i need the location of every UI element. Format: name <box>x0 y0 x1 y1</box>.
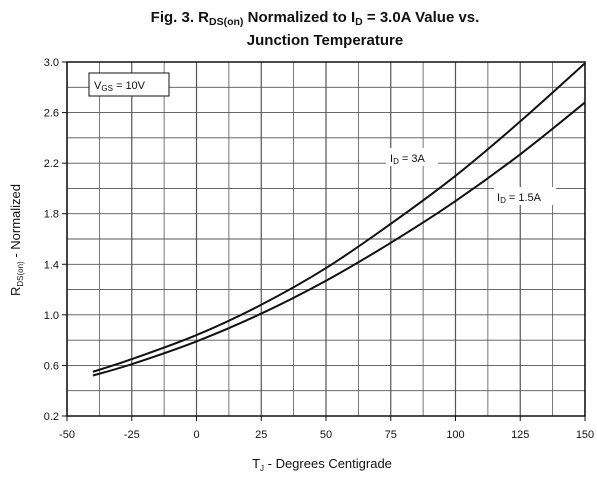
x-tick-label: -25 <box>124 429 140 441</box>
vgs-annotation-box <box>88 72 170 97</box>
series-label-3a-text: ID = 3A <box>390 153 425 166</box>
x-tick-label: 75 <box>385 429 397 441</box>
x-tick-label: 150 <box>576 429 594 441</box>
y-tick-label: 0.2 <box>44 411 59 423</box>
y-tick-label: 0.6 <box>44 360 59 372</box>
y-tick-label: 2.2 <box>44 158 59 170</box>
tick-labels: -50 -25 0 25 50 75 100 125 150 0.2 0.6 1.0 1.4 1.8 2.2… <box>44 57 594 441</box>
title-middle: Normalized to I <box>243 9 355 26</box>
vgs-main: V <box>94 80 102 92</box>
title-rds-sub: DS(on) <box>209 16 243 28</box>
x-tick-label: 100 <box>446 429 464 441</box>
y-tick-label: 1.4 <box>44 259 59 271</box>
series-label-1-5a-bg <box>494 187 556 205</box>
y-tick-label: 3.0 <box>44 57 59 69</box>
series-lines <box>92 62 586 377</box>
chart-title-line2: Junction Temperature <box>247 32 403 49</box>
x-tick-label: 125 <box>511 429 529 441</box>
series-line-id-1-5a <box>92 101 586 377</box>
series-line-id-3a <box>92 62 586 373</box>
series-label-3a-bg <box>386 148 438 166</box>
series-label-3a: ID = 3A <box>386 148 438 166</box>
vgs-annotation: VGS = 10V <box>88 72 170 97</box>
series-label-1-5a-text: ID = 1.5A <box>497 192 542 205</box>
grid-lines <box>66 61 586 417</box>
chart-title-line1: Fig. 3. RDS(on) Normalized to ID = 3.0A … <box>151 9 480 28</box>
title-prefix: Fig. 3. R <box>151 9 210 26</box>
title-suffix: = 3.0A Value vs. <box>363 9 480 26</box>
series-label-1-5a: ID = 1.5A <box>494 187 556 205</box>
vgs-sub: GS <box>101 84 113 93</box>
x-tick-label: 25 <box>255 429 267 441</box>
y-axis-label: RDS(on) - Normalized <box>8 184 25 296</box>
title-id-sub: D <box>355 16 363 28</box>
vgs-rest: = 10V <box>113 80 146 92</box>
x-tick-label: 0 <box>193 429 199 441</box>
vgs-annotation-text: VGS = 10V <box>94 80 146 93</box>
y-tick-label: 2.6 <box>44 108 59 120</box>
plot-frame <box>66 61 586 417</box>
y-tick-label: 1.8 <box>44 209 59 221</box>
y-tick-label: 1.0 <box>44 310 59 322</box>
x-tick-label: -50 <box>59 429 75 441</box>
x-axis-label: TJ - Degrees Centigrade <box>252 456 392 473</box>
x-tick-label: 50 <box>320 429 332 441</box>
